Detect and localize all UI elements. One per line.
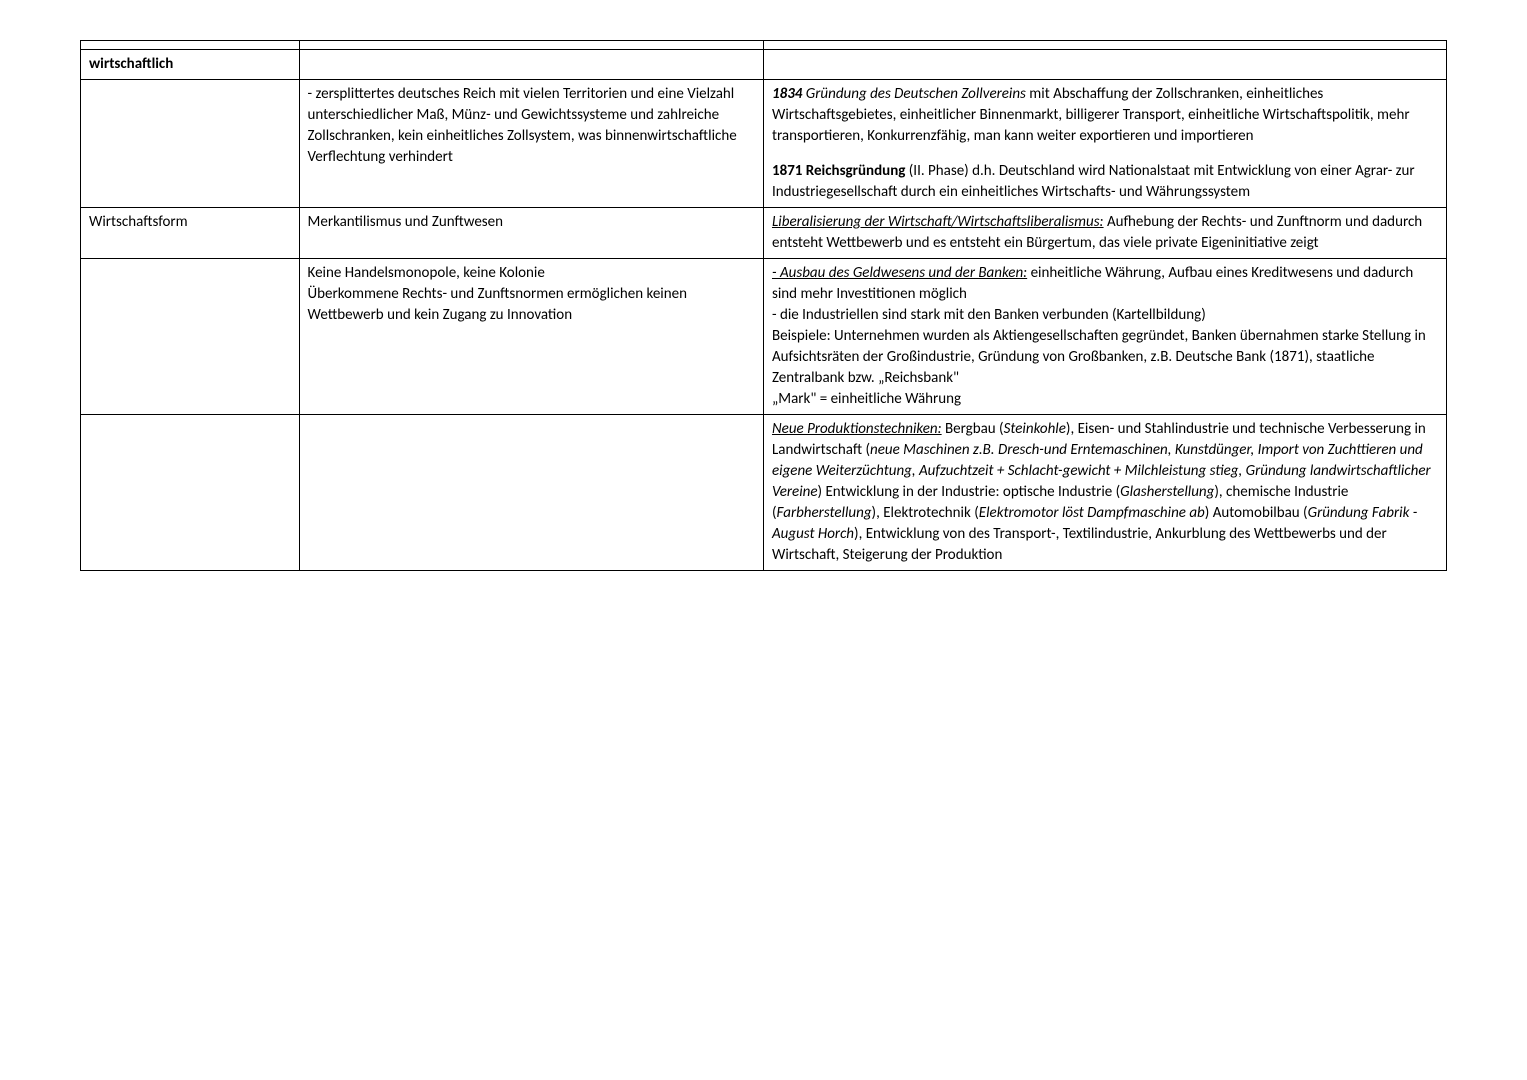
cell xyxy=(299,41,763,50)
table-row: wirtschaftlich xyxy=(81,50,1447,80)
cell xyxy=(81,80,300,208)
text: ), Elektrotechnik ( xyxy=(872,504,979,522)
text: ), Entwicklung von des Transport-, Texti… xyxy=(772,525,1387,564)
text: - die Industriellen sind stark mit den B… xyxy=(772,305,1438,326)
text-italic: Farbherstellung xyxy=(777,504,872,522)
cell-heading: wirtschaftlich xyxy=(81,50,300,80)
table-row: Wirtschaftsform Merkantilismus und Zunft… xyxy=(81,208,1447,259)
cell: Liberalisierung der Wirtschaft/Wirtschaf… xyxy=(763,208,1446,259)
cell: Neue Produktionstechniken: Bergbau (Stei… xyxy=(763,415,1446,571)
text-italic: Gründung des Deutschen Zollvereins xyxy=(802,85,1026,103)
cell: Merkantilismus und Zunftwesen xyxy=(299,208,763,259)
table-row: - zersplittertes deutsches Reich mit vie… xyxy=(81,80,1447,208)
cell: - zersplittertes deutsches Reich mit vie… xyxy=(299,80,763,208)
table-row: Neue Produktionstechniken: Bergbau (Stei… xyxy=(81,415,1447,571)
cell: Keine Handelsmonopole, keine Kolonie Übe… xyxy=(299,259,763,415)
cell xyxy=(81,41,300,50)
cell xyxy=(81,415,300,571)
text-bold-italic: 1834 xyxy=(772,85,802,103)
text-italic: Elektromotor löst Dampfmaschine ab xyxy=(979,504,1205,522)
cell xyxy=(763,41,1446,50)
text-italic: Glasherstellung xyxy=(1120,483,1214,501)
text-underline-italic: Liberalisierung der Wirtschaft/Wirtschaf… xyxy=(772,213,1104,231)
text: ) Automobilbau ( xyxy=(1205,504,1308,522)
text: Beispiele: Unternehmen wurden als Aktien… xyxy=(772,326,1438,389)
text: Bergbau ( xyxy=(942,420,1004,438)
cell xyxy=(299,50,763,80)
table-row xyxy=(81,41,1447,50)
cell: 1834 Gründung des Deutschen Zollvereins … xyxy=(763,80,1446,208)
cell xyxy=(299,415,763,571)
text: ) Entwicklung in der Industrie: optische… xyxy=(818,483,1121,501)
text-italic: Steinkohle xyxy=(1004,420,1066,438)
table-row: Keine Handelsmonopole, keine Kolonie Übe… xyxy=(81,259,1447,415)
cell: - Ausbau des Geldwesens und der Banken: … xyxy=(763,259,1446,415)
text-underline-italic: - Ausbau des Geldwesens und der Banken: xyxy=(772,264,1027,282)
text: „Mark" = einheitliche Währung xyxy=(772,389,1438,410)
cell xyxy=(763,50,1446,80)
text-bold: 1871 Reichsgründung xyxy=(772,162,905,180)
document-table: wirtschaftlich - zersplittertes deutsche… xyxy=(80,40,1447,571)
cell xyxy=(81,259,300,415)
text-underline-italic: Neue Produktionstechniken: xyxy=(772,420,942,438)
cell-heading: Wirtschaftsform xyxy=(81,208,300,259)
